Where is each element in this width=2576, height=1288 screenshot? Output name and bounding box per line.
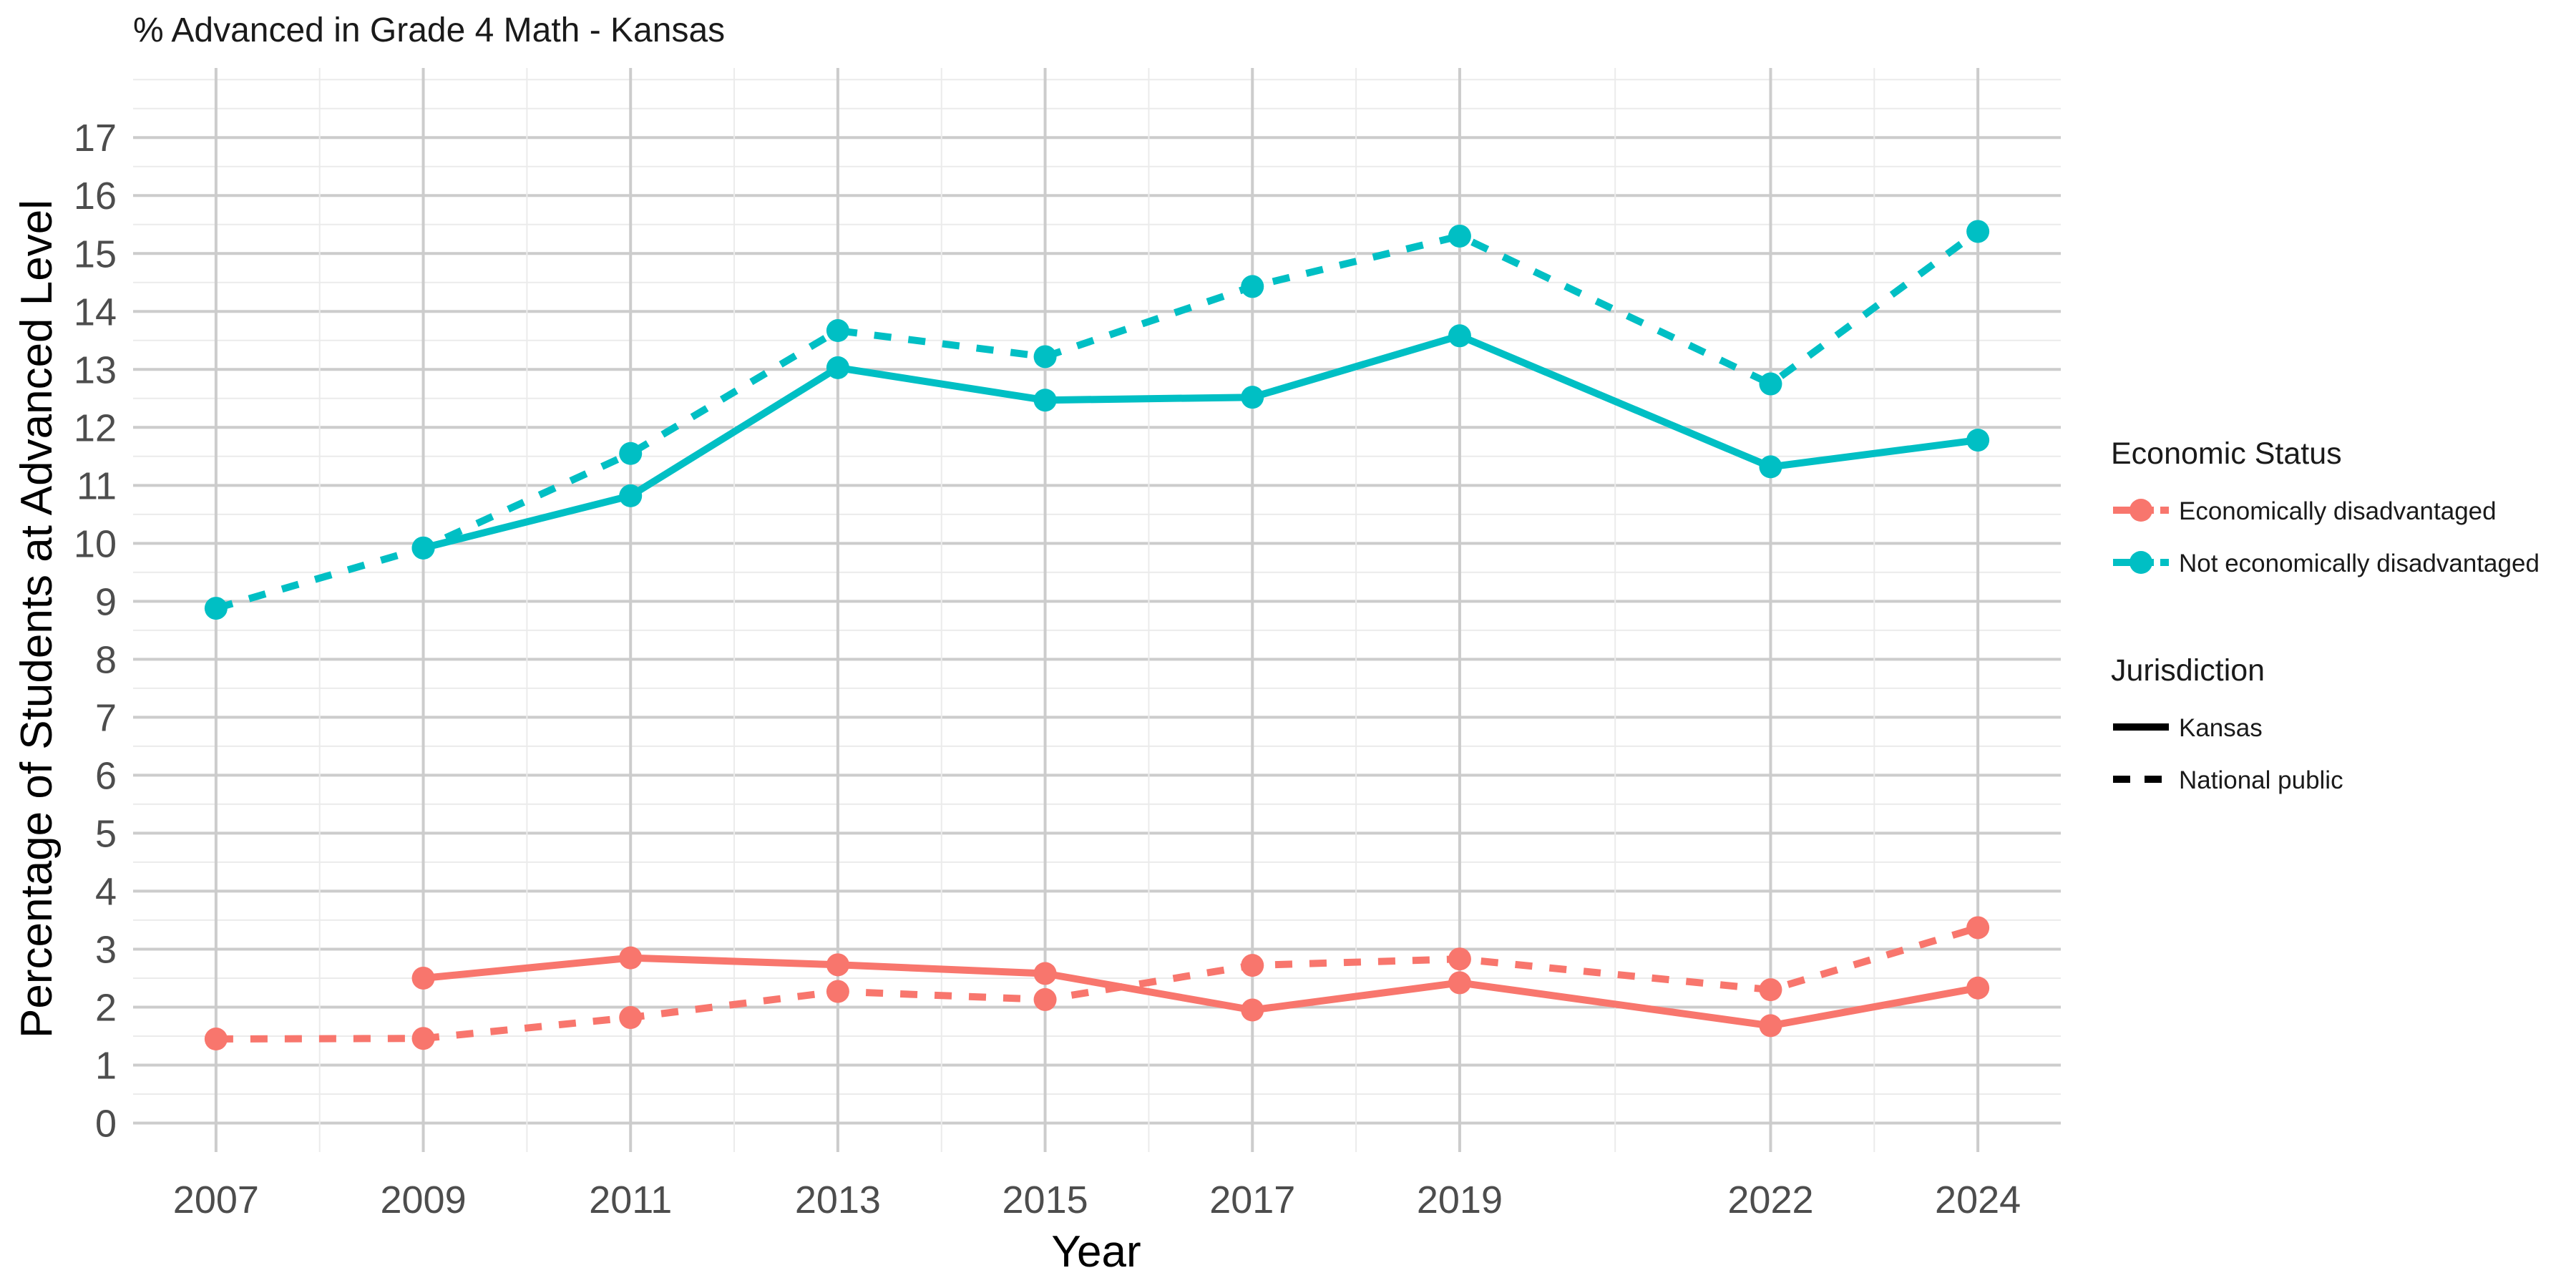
data-point (1759, 455, 1782, 479)
legend-label: Economically disadvantaged (2179, 497, 2497, 525)
data-point (619, 1006, 643, 1030)
y-tick-label: 15 (74, 233, 117, 275)
legend-color-item: Economically disadvantaged (2113, 497, 2497, 525)
data-point (1448, 947, 1471, 971)
data-point (1966, 976, 1990, 1000)
x-tick-label: 2017 (1209, 1179, 1295, 1221)
data-point (1241, 954, 1264, 977)
x-tick-label: 2013 (795, 1179, 881, 1221)
data-point (411, 966, 435, 990)
series-line (422, 332, 1979, 552)
data-point (411, 1027, 435, 1050)
legend-label: Not economically disadvantaged (2179, 550, 2540, 577)
points-layer (204, 220, 1990, 1051)
x-tick-label: 2009 (380, 1179, 466, 1221)
data-point (1759, 372, 1782, 396)
legend-linetype-item: National public (2113, 766, 2343, 794)
data-point (1966, 916, 1990, 940)
y-tick-label: 13 (74, 348, 117, 391)
y-tick-label: 8 (95, 638, 117, 681)
y-tick-label: 2 (95, 986, 117, 1029)
x-tick-labels: 2007 2009 2011 2013 2015 2017 2019 2022 2024 (173, 1179, 2021, 1221)
data-point (1241, 275, 1264, 298)
legend-color-title: Economic Status (2111, 436, 2342, 471)
series-layer (215, 228, 1981, 1043)
y-tick-label: 1 (95, 1044, 117, 1087)
y-tick-label: 4 (95, 870, 117, 913)
legend-linetype-item: Kansas (2113, 714, 2263, 742)
data-point (826, 953, 849, 977)
legend-swatch-point (2129, 499, 2152, 522)
legend-linetype-title: Jurisdiction (2111, 653, 2265, 688)
x-tick-label: 2007 (173, 1179, 259, 1221)
data-point (1448, 971, 1471, 995)
y-tick-label: 7 (95, 696, 117, 739)
chart-title: % Advanced in Grade 4 Math - Kansas (133, 11, 725, 49)
legend-color-item: Not economically disadvantaged (2113, 550, 2540, 577)
x-tick-label: 2015 (1002, 1179, 1088, 1221)
data-point (204, 597, 228, 620)
y-tick-label: 6 (95, 754, 117, 797)
data-point (826, 356, 849, 379)
x-tick-label: 2019 (1417, 1179, 1503, 1221)
data-point (1033, 962, 1057, 985)
legend-label: National public (2179, 766, 2343, 794)
data-point (1033, 345, 1057, 369)
data-point (411, 536, 435, 560)
y-tick-label: 10 (74, 522, 117, 565)
x-tick-label: 2011 (589, 1179, 672, 1221)
x-axis-title: Year (1051, 1227, 1141, 1277)
legend: Economic Status Economically disadvantag… (2111, 436, 2540, 794)
legend-swatch-point (2129, 551, 2152, 574)
x-tick-label: 2022 (1727, 1179, 1813, 1221)
y-tick-label: 16 (74, 175, 117, 218)
y-tick-label: 3 (95, 928, 117, 971)
data-point (1241, 998, 1264, 1022)
data-point (826, 980, 849, 1003)
y-tick-label: 5 (95, 812, 117, 855)
data-point (1759, 978, 1782, 1002)
y-tick-label: 9 (95, 580, 117, 623)
data-point (1033, 987, 1057, 1011)
y-tick-label: 0 (95, 1102, 117, 1145)
y-axis-title: Percentage of Students at Advanced Level (12, 200, 62, 1038)
data-point (204, 1028, 228, 1051)
data-point (826, 319, 849, 343)
data-point (619, 441, 643, 465)
data-point (1448, 324, 1471, 348)
series-line (215, 228, 1981, 612)
y-tick-label: 17 (74, 117, 117, 160)
data-point (1033, 389, 1057, 412)
y-tick-label: 11 (77, 464, 117, 507)
data-point (1448, 224, 1471, 248)
y-tick-label: 14 (74, 291, 117, 333)
x-tick-label: 2024 (1935, 1179, 2021, 1221)
data-point (1966, 429, 1990, 452)
legend-label: Kansas (2179, 714, 2263, 742)
data-point (1759, 1014, 1782, 1038)
data-point (1966, 220, 1990, 243)
data-point (619, 484, 643, 507)
data-point (1241, 386, 1264, 409)
series-line (423, 954, 1979, 1030)
data-point (619, 946, 643, 970)
y-tick-label: 12 (74, 406, 117, 449)
